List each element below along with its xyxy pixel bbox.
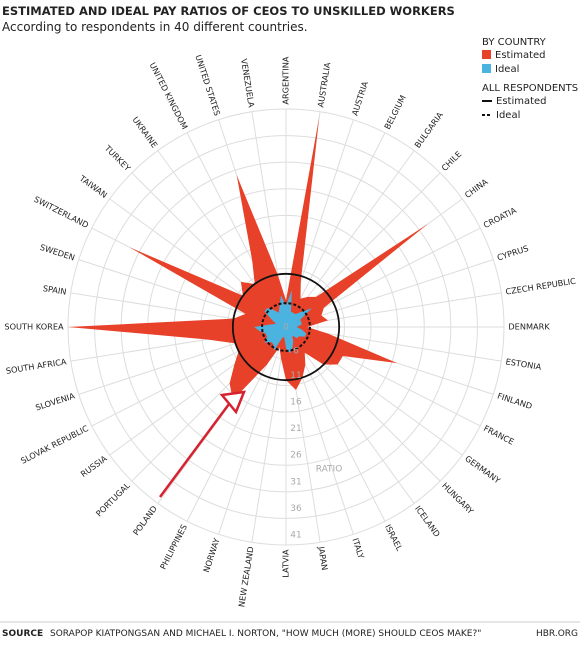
legend-label: Estimated	[496, 96, 547, 107]
category-label: SOUTH KOREA	[4, 322, 64, 332]
category-label: PHILIPPINES	[158, 523, 189, 571]
category-label: DENMARK	[508, 322, 550, 332]
category-label: TAIWAN	[77, 173, 109, 200]
legend-label: Ideal	[495, 64, 519, 75]
source-label: SOURCE	[2, 629, 43, 639]
category-label: UNITED KINGDOM	[148, 61, 190, 131]
legend-title: BY COUNTRY	[482, 37, 547, 48]
category-label: SLOVAK REPUBLIC	[19, 423, 90, 466]
category-label: BELGIUM	[382, 93, 408, 131]
category-label: PORTUGAL	[94, 480, 132, 518]
legend-swatch	[482, 50, 491, 59]
category-label: SWITZERLAND	[32, 194, 90, 230]
chart-subtitle: According to respondents in 40 different…	[2, 20, 308, 34]
category-label: SWEDEN	[39, 242, 76, 263]
legend-title: ALL RESPONDENTS	[482, 83, 578, 94]
category-label: SPAIN	[42, 283, 67, 297]
plot: 0 6 11 16 21 26 31 36 41 RATIO ARGENTINA AUSTRALIA A…	[4, 53, 576, 607]
category-label: FINLAND	[496, 390, 533, 411]
category-label: CZECH REPUBLIC	[505, 276, 577, 297]
credit: HBR.ORG	[536, 629, 578, 639]
source: SORAPOP KIATPONGSAN AND MICHAEL I. NORTO…	[50, 629, 481, 639]
axis-label: RATIO	[316, 465, 343, 475]
category-label: CHINA	[463, 176, 490, 200]
tick-label: 21	[290, 424, 301, 434]
legend-label: Ideal	[496, 110, 520, 121]
category-label: AUSTRALIA	[315, 61, 332, 108]
tick-label: 6	[293, 346, 299, 356]
category-label: UKRAINE	[130, 115, 159, 150]
category-label: CHILE	[439, 149, 463, 173]
annotation-arrow	[158, 399, 234, 498]
tick-label: 36	[290, 504, 302, 514]
category-label: ICELAND	[413, 504, 442, 539]
category-label: NEW ZEALAND	[236, 546, 255, 608]
overall-ring	[261, 302, 311, 352]
category-label: JAPAN	[316, 545, 330, 571]
category-label: ESTONIA	[505, 356, 542, 372]
spoke	[218, 326, 287, 535]
tick-label: 31	[290, 477, 301, 487]
category-label: FRANCE	[482, 423, 516, 447]
overall-ring	[231, 272, 341, 382]
category-label: LATVIA	[281, 549, 291, 578]
tick-label: 41	[290, 531, 301, 541]
spoke	[251, 326, 287, 543]
series-area	[254, 290, 312, 354]
tick-label: 11	[290, 371, 301, 381]
category-label: POLAND	[131, 504, 159, 538]
legend-label: Estimated	[495, 50, 546, 61]
category-label: CYPRUS	[496, 243, 530, 263]
center-label: 0	[283, 323, 289, 333]
spoke	[285, 132, 386, 328]
category-label: ARGENTINA	[281, 56, 291, 104]
tick-label: 26	[290, 451, 302, 461]
category-label: AUSTRIA	[349, 80, 370, 117]
series-area	[68, 116, 428, 401]
spoke	[285, 326, 415, 504]
legend-swatch	[482, 64, 491, 73]
category-label: NORWAY	[201, 536, 222, 574]
category-label: BULGARIA	[412, 110, 445, 150]
tick-label: 16	[290, 398, 302, 408]
annotation-arrowhead	[219, 390, 246, 415]
category-label: HUNGARY	[440, 480, 476, 516]
category-label: UNITED STATES	[193, 53, 222, 116]
category-label: RUSSIA	[79, 453, 110, 479]
chart-title: ESTIMATED AND IDEAL PAY RATIOS OF CEOS T…	[2, 4, 455, 18]
category-label: SLOVENIA	[34, 390, 76, 412]
legend: BY COUNTRY Estimated Ideal ALL RESPONDENTS E…	[482, 37, 578, 121]
category-label: ISRAEL	[383, 523, 405, 553]
category-label: ITALY	[350, 537, 366, 561]
category-label: TURKEY	[102, 142, 133, 173]
category-label: VENEZUELA	[239, 58, 257, 109]
category-label: CROATIA	[482, 205, 519, 230]
category-label: GERMANY	[463, 453, 503, 486]
category-label: SOUTH AFRICA	[5, 356, 67, 376]
